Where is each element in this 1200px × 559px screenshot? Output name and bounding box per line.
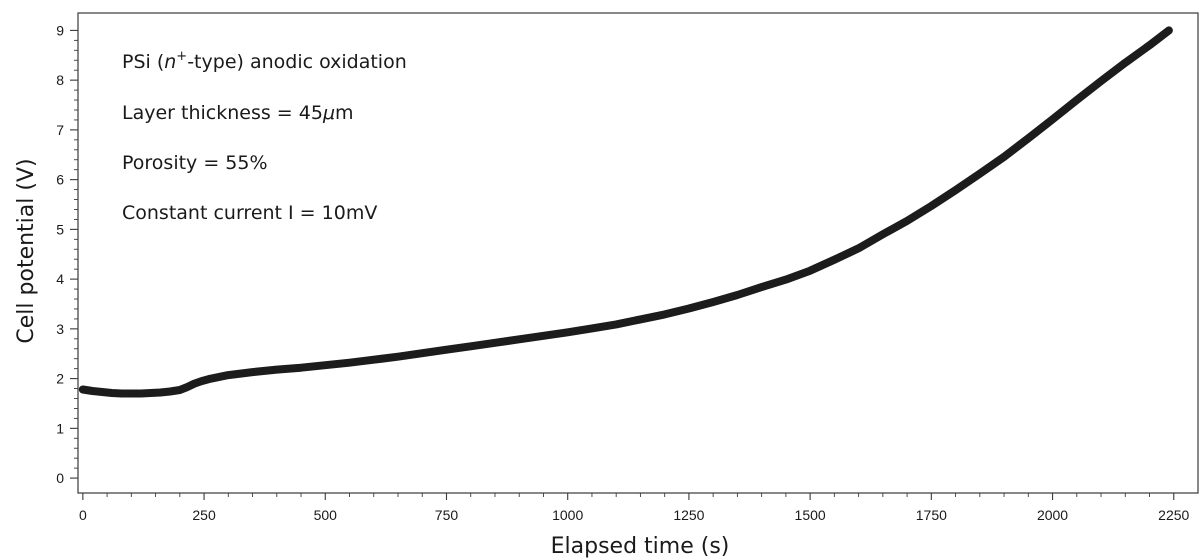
x-tick-label: 1250 [673,507,704,523]
y-tick-label: 1 [56,420,64,436]
x-tick-label: 2000 [1037,507,1068,523]
x-tick-label: 1000 [552,507,583,523]
x-tick-label: 1750 [916,507,947,523]
x-tick-label: 1500 [795,507,826,523]
x-tick-label: 500 [314,507,338,523]
annotation-text: PSi (n+-type) anodic oxidation [122,49,407,73]
annotation-text: Constant current I = 10mV [122,202,377,224]
axes: 0 250 500 750 1000 1250 1500 1750 2000 2250 0 1 2 3 4 5… [56,12,1199,523]
annotations: PSi (n+-type) anodic oxidation Layer thic… [122,49,407,224]
x-tick-label: 250 [192,507,216,523]
y-tick-label: 3 [56,321,64,337]
x-axis-title: Elapsed time (s) [551,534,730,559]
y-tick-label: 8 [56,72,64,88]
y-tick-label: 5 [56,221,64,237]
y-tick-label: 0 [56,470,64,486]
y-tick-label: 2 [56,371,64,387]
annotation-text: Porosity = 55% [122,152,268,174]
series-line [78,26,1173,398]
x-tick-label: 750 [435,507,459,523]
y-tick-label: 6 [56,172,64,188]
y-tick-label: 7 [56,122,64,138]
annotation-text: Layer thickness = 45μm [122,102,354,124]
y-tick-label: 9 [56,22,64,38]
y-axis-title: Cell potential (V) [14,158,39,343]
x-tick-label: 2250 [1158,507,1189,523]
plot-frame [77,12,1199,494]
x-tick-label: 0 [79,507,87,523]
y-tick-label: 4 [56,271,64,287]
plot-series [78,26,1173,398]
